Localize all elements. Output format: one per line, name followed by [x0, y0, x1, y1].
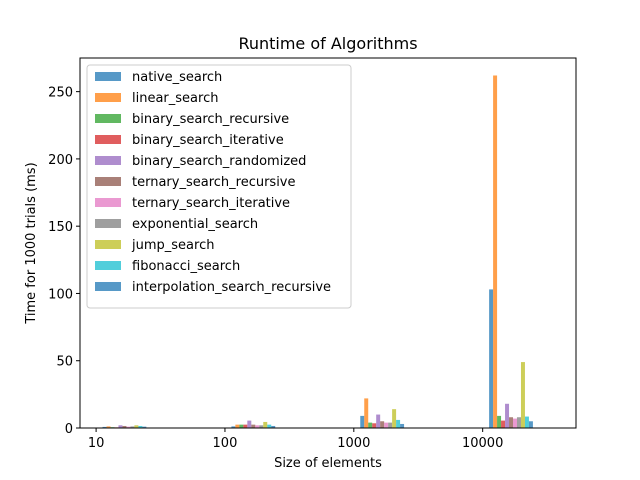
bar-ternary_search_recursive-100 [251, 424, 256, 428]
y-tick-label: 150 [48, 220, 73, 235]
y-tick-label: 200 [48, 153, 73, 168]
bar-binary_search_randomized-100 [247, 420, 252, 428]
legend-swatch-interpolation_search_recursive [95, 282, 121, 291]
bar-jump_search-10000 [520, 362, 525, 428]
bar-interpolation_search_recursive-100 [271, 425, 276, 428]
legend-label-native_search: native_search [132, 70, 222, 85]
legend-label-jump_search: jump_search [131, 238, 214, 253]
legend-swatch-jump_search [95, 240, 121, 249]
legend-label-fibonacci_search: fibonacci_search [132, 259, 240, 274]
y-tick-label: 100 [48, 287, 73, 302]
bar-ternary_search_recursive-1000 [380, 421, 385, 428]
legend-label-binary_search_recursive: binary_search_recursive [132, 112, 289, 127]
bar-interpolation_search_recursive-10000 [528, 421, 533, 428]
legend-swatch-exponential_search [95, 219, 121, 228]
bar-binary_search_iterative-1000 [372, 423, 377, 428]
bar-binary_search_randomized-1000 [376, 414, 381, 428]
x-axis-label: Size of elements [274, 456, 382, 471]
bar-native_search-10000 [489, 289, 494, 428]
legend-box [86, 64, 352, 309]
legend-swatch-ternary_search_recursive [95, 177, 121, 186]
legend-swatch-binary_search_recursive [95, 114, 121, 123]
bar-ternary_search_recursive-10 [122, 425, 127, 428]
bars-layer [102, 75, 533, 429]
legend: native_search linear_search binary_search_… [86, 64, 352, 309]
bar-linear_search-1000 [364, 398, 369, 428]
bar-binary_search_iterative-10000 [501, 420, 506, 428]
bar-binary_search_recursive-1000 [368, 422, 373, 428]
legend-label-binary_search_iterative: binary_search_iterative [132, 133, 284, 148]
bar-fibonacci_search-10000 [524, 416, 529, 428]
bar-binary_search_iterative-100 [243, 424, 248, 428]
bar-native_search-10 [102, 426, 107, 428]
bar-exponential_search-1000 [388, 422, 393, 428]
bar-exponential_search-100 [259, 425, 264, 428]
plot-frame [79, 57, 577, 429]
bar-exponential_search-10 [130, 426, 135, 428]
legend-label-binary_search_randomized: binary_search_randomized [132, 154, 306, 169]
bar-fibonacci_search-10 [138, 425, 143, 428]
bar-binary_search_recursive-100 [239, 424, 244, 428]
bar-jump_search-100 [263, 421, 268, 428]
x-tick-label: 10000 [462, 436, 503, 451]
legend-swatch-binary_search_iterative [95, 135, 121, 144]
bar-native_search-100 [231, 426, 236, 428]
bar-linear_search-10000 [493, 75, 498, 429]
legend-swatch-native_search [95, 72, 121, 81]
legend-label-ternary_search_recursive: ternary_search_recursive [132, 175, 296, 190]
bar-binary_search_randomized-10 [118, 425, 123, 428]
y-tick-label: 250 [48, 86, 73, 101]
bar-binary_search_randomized-10000 [505, 403, 510, 428]
bar-jump_search-10 [134, 425, 139, 428]
x-tick-label: 100 [213, 436, 238, 451]
bar-interpolation_search_recursive-1000 [400, 423, 405, 428]
legend-label-exponential_search: exponential_search [132, 217, 258, 232]
legend-label-ternary_search_iterative: ternary_search_iterative [132, 196, 290, 211]
x-tick-label: 1000 [337, 436, 370, 451]
y-axis-label: Time for 1000 trials (ms) [24, 162, 39, 324]
bar-linear_search-100 [235, 424, 240, 428]
chart-title: Runtime of Algorithms [238, 34, 417, 53]
bar-ternary_search_iterative-100 [255, 425, 260, 428]
legend-swatch-ternary_search_iterative [95, 198, 121, 207]
bar-fibonacci_search-1000 [396, 419, 401, 428]
bar-binary_search_recursive-10000 [497, 415, 502, 428]
x-tick-label: 10 [88, 436, 105, 451]
y-tick-label: 50 [56, 355, 73, 370]
y-axis: 0 50 100 150 200 250 [48, 86, 80, 437]
bar-ternary_search_iterative-10 [126, 426, 131, 428]
x-axis: 10 100 1000 10000 [88, 428, 503, 451]
legend-swatch-binary_search_randomized [95, 156, 121, 165]
bar-exponential_search-10000 [516, 417, 521, 428]
legend-label-interpolation_search_recursive: interpolation_search_recursive [132, 280, 331, 295]
bar-interpolation_search_recursive-10 [142, 426, 147, 428]
bar-ternary_search_iterative-1000 [384, 422, 389, 428]
legend-swatch-fibonacci_search [95, 261, 121, 270]
y-tick-label: 0 [65, 422, 73, 437]
legend-swatch-linear_search [95, 93, 121, 102]
bar-fibonacci_search-100 [267, 424, 272, 428]
bar-linear_search-10 [106, 426, 111, 428]
bar-ternary_search_iterative-10000 [513, 418, 517, 428]
bar-jump_search-1000 [392, 409, 397, 428]
bar-native_search-1000 [360, 415, 365, 428]
legend-label-linear_search: linear_search [132, 91, 218, 106]
bar-ternary_search_recursive-10000 [509, 417, 514, 428]
